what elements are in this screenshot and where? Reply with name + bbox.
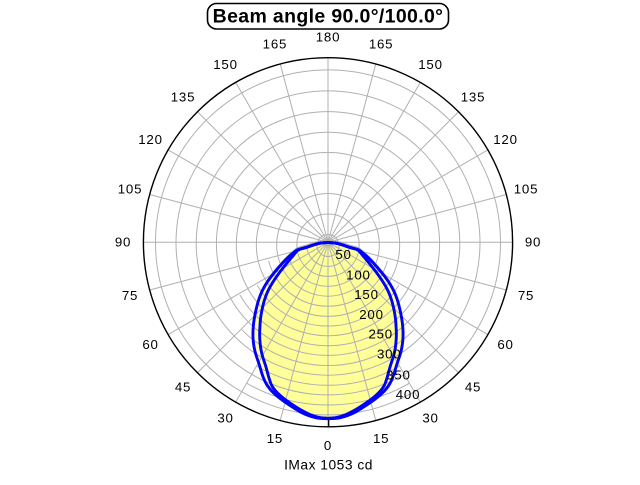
svg-text:IMax 1053 cd: IMax 1053 cd — [284, 458, 373, 473]
svg-text:250: 250 — [368, 327, 392, 342]
svg-text:180: 180 — [316, 30, 340, 45]
svg-text:30: 30 — [422, 411, 438, 426]
svg-text:120: 120 — [138, 132, 162, 147]
svg-text:165: 165 — [369, 37, 393, 52]
svg-text:150: 150 — [418, 57, 442, 72]
svg-text:75: 75 — [518, 288, 534, 303]
svg-text:75: 75 — [122, 288, 138, 303]
svg-text:90: 90 — [115, 235, 131, 250]
svg-text:150: 150 — [213, 57, 237, 72]
svg-text:350: 350 — [386, 367, 410, 382]
svg-text:400: 400 — [396, 387, 420, 402]
svg-text:120: 120 — [493, 132, 517, 147]
svg-text:50: 50 — [335, 247, 351, 262]
svg-text:60: 60 — [497, 337, 513, 352]
svg-text:200: 200 — [359, 307, 383, 322]
svg-text:45: 45 — [175, 380, 191, 395]
svg-text:Beam angle 90.0°/100.0°: Beam angle 90.0°/100.0° — [213, 6, 444, 28]
svg-text:45: 45 — [465, 380, 481, 395]
svg-text:60: 60 — [142, 337, 158, 352]
svg-text:100: 100 — [346, 267, 370, 282]
svg-text:150: 150 — [354, 287, 378, 302]
svg-text:135: 135 — [461, 90, 485, 105]
svg-text:105: 105 — [118, 182, 142, 197]
svg-text:0: 0 — [324, 438, 332, 453]
svg-text:90: 90 — [525, 235, 541, 250]
svg-text:105: 105 — [514, 182, 538, 197]
svg-text:30: 30 — [217, 411, 233, 426]
svg-text:135: 135 — [171, 90, 195, 105]
svg-text:300: 300 — [377, 347, 401, 362]
svg-text:15: 15 — [267, 431, 283, 446]
svg-text:165: 165 — [263, 37, 287, 52]
svg-text:15: 15 — [373, 431, 389, 446]
